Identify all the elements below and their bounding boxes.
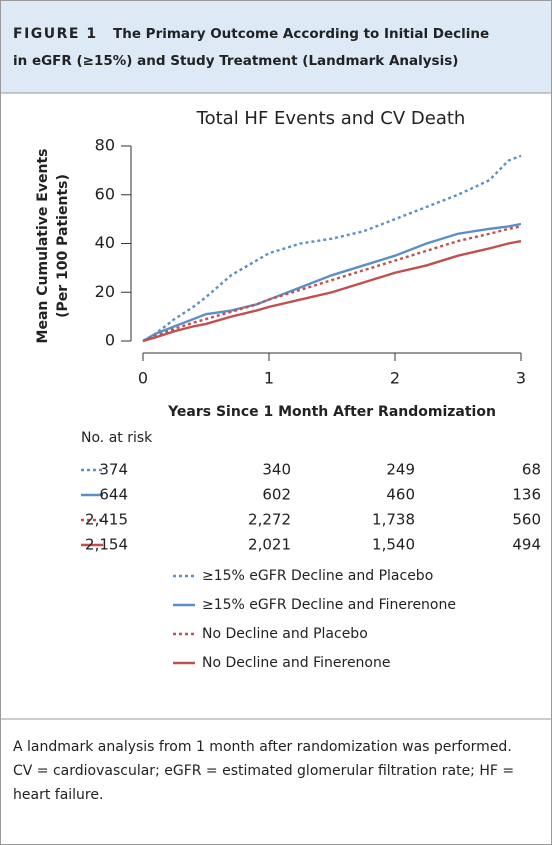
x-tick-label: 3: [516, 369, 526, 388]
at-risk-count: 560: [512, 511, 541, 529]
y-tick-label: 40: [95, 233, 115, 252]
at-risk-count: 1,738: [372, 511, 415, 529]
y-axis-label: Mean Cumulative Events: [35, 149, 51, 344]
legend-label: No Decline and Finerenone: [202, 655, 390, 671]
y-tick-label: 0: [105, 331, 115, 350]
at-risk-count: 68: [522, 461, 541, 479]
y-axis-label: (Per 100 Patients): [55, 174, 71, 318]
x-tick-label: 1: [264, 369, 274, 388]
x-tick-label: 0: [138, 369, 148, 388]
figure-title: in eGFR (≥15%) and Study Treatment (Land…: [13, 53, 458, 69]
caption: A landmark analysis from 1 month after r…: [13, 739, 515, 803]
x-axis-label: Years Since 1 Month After Randomization: [167, 404, 496, 420]
series-line: [142, 222, 522, 343]
at-risk-count: 340: [262, 461, 291, 479]
at-risk-title: No. at risk: [81, 430, 153, 446]
at-risk-count: 644: [99, 486, 128, 504]
y-tick-label: 60: [95, 184, 115, 203]
at-risk-count: 1,540: [372, 536, 415, 554]
at-risk-count: 460: [386, 486, 415, 504]
at-risk-count: 2,154: [85, 536, 128, 554]
series-line: [142, 154, 522, 343]
legend-label: ≥15% eGFR Decline and Finerenone: [202, 597, 456, 613]
at-risk-count: 494: [512, 536, 541, 554]
chart-title: Total HF Events and CV Death: [196, 108, 466, 129]
series-line: [142, 225, 522, 343]
at-risk-count: 2,415: [85, 511, 128, 529]
at-risk-count: 374: [99, 461, 128, 479]
legend-label: ≥15% eGFR Decline and Placebo: [202, 568, 433, 584]
at-risk-count: 602: [262, 486, 291, 504]
at-risk-count: 136: [512, 486, 541, 504]
at-risk-count: 2,021: [248, 536, 291, 554]
at-risk-count: 2,272: [248, 511, 291, 529]
at-risk-count: 249: [386, 461, 415, 479]
legend-label: No Decline and Placebo: [202, 626, 368, 642]
y-tick-label: 80: [95, 136, 115, 155]
series-line: [142, 239, 522, 343]
figure-title: The Primary Outcome According to Initial…: [113, 26, 489, 42]
y-tick-label: 20: [95, 282, 115, 301]
figure-label: FIGURE 1: [13, 26, 98, 42]
x-tick-label: 2: [390, 369, 400, 388]
header-band: [1, 1, 551, 93]
